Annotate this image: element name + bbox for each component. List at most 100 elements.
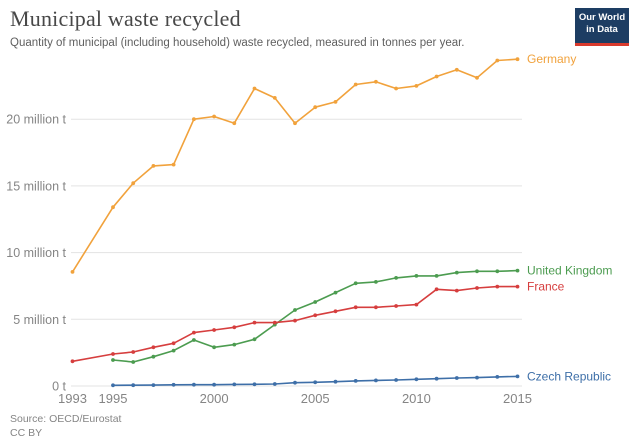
owid-logo[interactable]: Our World in Data [575,8,629,46]
data-point [272,96,277,100]
data-point [333,309,338,314]
data-point [212,382,217,387]
data-point [70,359,75,364]
series-france: France [70,280,565,364]
data-point [414,84,419,88]
series-line-france[interactable] [71,285,519,363]
data-point [212,328,217,332]
data-point [70,270,75,274]
data-point [151,383,156,387]
data-point [171,162,176,167]
x-axis-tick-label: 2010 [402,391,431,406]
data-point [353,281,358,286]
x-axis-tick-label: 2000 [200,391,229,406]
series-label-united-kingdom[interactable]: United Kingdom [527,264,612,278]
data-point [495,375,500,379]
series-czech-republic: Czech Republic [111,369,611,388]
data-point [111,358,115,362]
data-point [454,376,459,380]
series-label-czech-republic[interactable]: Czech Republic [527,369,611,383]
data-point [293,318,297,323]
data-point [293,308,297,312]
data-point [475,375,479,380]
data-point [515,57,520,62]
y-axis-tick-label: 0 t [52,380,66,394]
data-point [212,345,217,350]
data-point [313,300,318,304]
data-point [131,181,136,186]
y-axis-tick-label: 15 million t [6,179,66,193]
data-point [151,345,156,350]
data-point [394,86,398,91]
series-united-kingdom: United Kingdom [111,264,612,364]
source-note: Source: OECD/Eurostat CC BY [10,412,121,440]
data-point [151,354,156,359]
x-axis-tick-label: 2005 [301,391,330,406]
data-point [171,341,176,346]
data-point [353,305,358,310]
data-point [131,350,136,354]
data-point [252,320,257,325]
data-point [252,86,257,91]
data-point [293,121,297,126]
data-point [212,114,217,119]
data-point [434,74,439,79]
data-point [454,67,459,72]
data-point [192,117,196,122]
data-point [111,205,115,210]
series-label-germany[interactable]: Germany [527,52,576,66]
data-point [313,313,318,318]
data-point [313,380,318,385]
data-point [414,377,419,382]
data-point [394,276,398,280]
series-line-germany[interactable] [71,58,519,273]
source-line: Source: OECD/Eurostat [10,413,122,425]
data-point [171,382,176,387]
data-point [495,58,500,63]
data-point [151,164,156,168]
series-label-france[interactable]: France [527,280,565,294]
data-point [475,269,479,274]
x-axis-tick-label: 1995 [99,391,128,406]
data-point [111,383,115,388]
owid-logo-line2: in Data [586,23,618,35]
data-point [495,284,500,289]
data-point [475,286,479,290]
data-point [252,382,257,387]
data-point [515,374,520,379]
data-point [313,105,318,110]
data-point [454,270,459,275]
data-point [374,378,378,383]
data-point [333,290,338,295]
data-point [414,302,419,307]
data-point [434,274,439,278]
data-point [353,82,358,87]
data-point [131,360,136,364]
data-point [232,342,237,347]
chart-header: Municipal waste recycled Quantity of mun… [10,6,570,50]
data-point [353,379,358,383]
data-point [374,305,378,310]
data-point [374,280,378,284]
data-point [232,121,237,126]
data-point [515,284,520,289]
license-line: CC BY [10,427,43,439]
data-point [434,376,439,381]
data-point [111,352,115,356]
data-point [192,330,196,335]
data-point [192,338,196,342]
data-point [414,274,419,278]
data-point [232,382,237,387]
data-point [495,269,500,274]
data-point [131,383,136,388]
page-title: Municipal waste recycled [10,6,241,31]
chart-subtitle: Quantity of municipal (including househo… [10,37,465,49]
data-point [333,100,338,104]
data-point [374,79,378,84]
x-axis-tick-label: 2015 [503,391,532,406]
x-axis-tick-label: 1993 [58,391,87,406]
data-point [272,320,277,325]
owid-logo-line1: Our World [578,12,626,23]
